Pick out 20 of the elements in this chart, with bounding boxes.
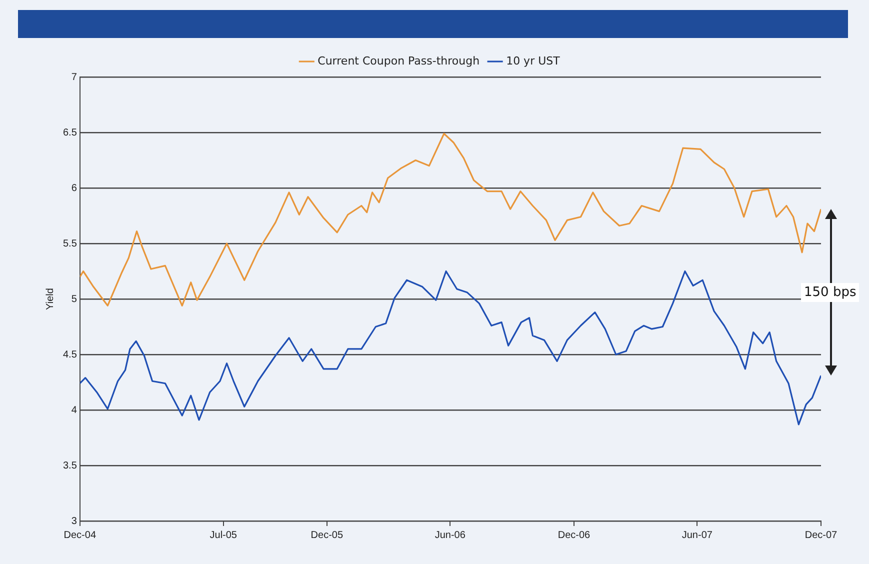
x-tick-label: Dec-07 — [804, 530, 838, 541]
y-tick-label: 3.5 — [62, 460, 78, 472]
y-tick-label: 3 — [71, 516, 78, 527]
y-tick-label: 6.5 — [62, 127, 78, 138]
y-tick-label: 6 — [71, 182, 78, 194]
x-tick-label: Jul-05 — [210, 530, 238, 541]
y-axis-title: Yield — [44, 288, 56, 310]
y-tick-label: 5.5 — [62, 238, 78, 250]
legend-label: Current Coupon Pass-through — [318, 54, 480, 68]
x-tick-label: Jun-07 — [682, 530, 713, 541]
x-tick-label: Dec-04 — [64, 530, 96, 541]
x-tick-label: Dec-05 — [310, 530, 344, 541]
x-tick-label: Jun-06 — [434, 530, 466, 541]
y-tick-label: 7 — [71, 72, 78, 83]
legend-label: 10 yr UST — [506, 54, 560, 68]
y-tick-label: 4 — [71, 404, 78, 416]
x-tick-label: Dec-06 — [558, 530, 591, 541]
annotation: 150 bps — [801, 282, 860, 302]
y-tick-label: 5 — [71, 294, 78, 305]
y-tick-label: 4.5 — [62, 349, 78, 360]
